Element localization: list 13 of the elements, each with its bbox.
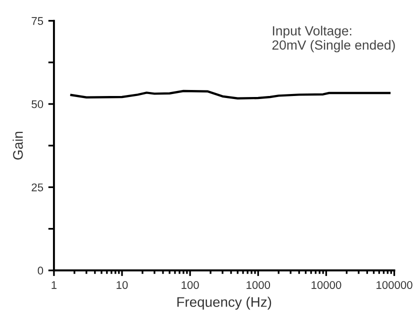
x-axis-title: Frequency (Hz): [177, 296, 272, 310]
y-tick-label: 25: [32, 183, 44, 192]
x-tick-label: 1: [52, 281, 56, 289]
y-tick-label: 0: [38, 266, 44, 275]
x-tick-label: 1000: [246, 281, 270, 289]
x-tick-label: 10000: [312, 281, 342, 289]
y-axis-title: Gain: [12, 132, 23, 160]
y-tick-label: 50: [32, 100, 44, 108]
x-tick-label: 100: [182, 281, 199, 289]
x-tick-label: 10: [116, 281, 128, 289]
annotation: Input Voltage: 20mV (Single ended): [272, 26, 395, 52]
x-tick-label: 100000: [376, 281, 412, 289]
y-tick-label: 75: [32, 17, 44, 25]
